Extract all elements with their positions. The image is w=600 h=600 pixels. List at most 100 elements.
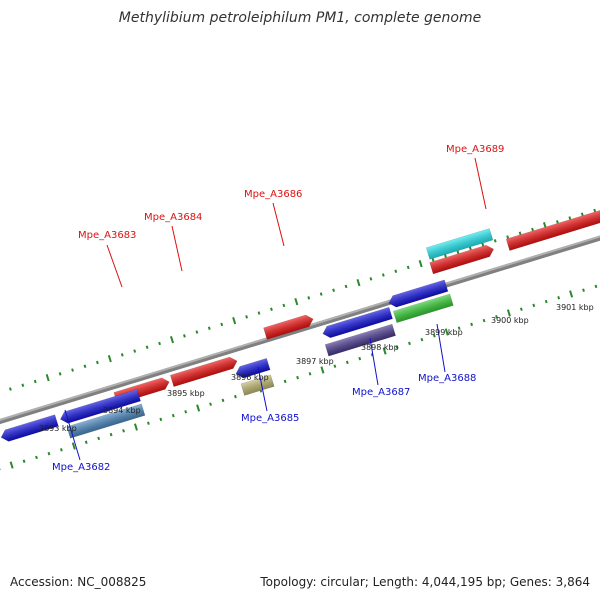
gene-label-mpe-a3682[interactable]: Mpe_A3682 [52, 462, 110, 473]
gene-box-purple[interactable] [324, 323, 396, 357]
minor-tick [283, 379, 287, 384]
minor-tick [568, 216, 572, 220]
minor-tick [333, 364, 337, 368]
gene-arrow-bottom-2[interactable] [59, 389, 141, 425]
callout-line-mpe-a3684 [171, 225, 183, 272]
scale-label: 3893 kbp [39, 424, 77, 433]
gene-box-steel[interactable] [66, 403, 146, 439]
minor-tick [209, 402, 212, 406]
minor-tick [593, 208, 597, 213]
callout-line-mpe-a3683 [106, 244, 123, 288]
minor-tick [319, 292, 323, 296]
major-tick [45, 374, 50, 382]
gene-arrow-bottom-4[interactable] [321, 306, 393, 339]
minor-tick [171, 413, 175, 418]
minor-tick [431, 258, 435, 262]
minor-tick [369, 277, 373, 281]
minor-tick [109, 432, 113, 437]
major-tick [9, 461, 14, 469]
minor-tick [408, 341, 411, 346]
callout-line-mpe-a3685 [257, 366, 268, 412]
gene-label-mpe-a3687[interactable]: Mpe_A3687 [352, 387, 410, 398]
gene-arrow-top-2[interactable] [170, 355, 239, 387]
callout-lines-top [106, 157, 487, 288]
gene-arrow-top-3[interactable] [263, 313, 315, 340]
minor-tick [457, 326, 461, 330]
minor-tick [444, 254, 447, 258]
minor-tick [420, 337, 424, 342]
major-tick [382, 347, 387, 355]
minor-tick [519, 307, 523, 311]
minor-tick [21, 383, 25, 387]
minor-tick [221, 398, 225, 403]
callout-line-mpe-a3682 [64, 409, 81, 461]
minor-tick [47, 451, 51, 456]
gene-arrow-bottom-1[interactable] [0, 414, 59, 443]
minor-tick [84, 440, 88, 444]
gene-label-mpe-a3683[interactable]: Mpe_A3683 [78, 230, 136, 241]
minor-tick [518, 231, 522, 235]
minor-tick [22, 459, 26, 463]
map-title: Methylibium petroleiphilum PM1, complete… [118, 10, 482, 26]
major-tick [506, 309, 511, 317]
minor-tick [220, 322, 224, 327]
minor-tick [594, 284, 598, 289]
minor-tick [394, 269, 398, 273]
minor-tick [456, 250, 460, 254]
minor-tick [257, 311, 261, 315]
minor-tick [147, 421, 150, 425]
minor-tick [470, 322, 474, 327]
gene-label-mpe-a3689[interactable]: Mpe_A3689 [446, 144, 504, 155]
major-tick [294, 298, 299, 306]
minor-tick [159, 417, 163, 422]
minor-tick [35, 455, 38, 460]
scale-label: 3900 kbp [491, 316, 529, 325]
minor-tick [296, 375, 299, 380]
minor-tick [33, 379, 37, 384]
major-tick [170, 336, 174, 344]
minor-tick [332, 288, 336, 292]
minor-tick [582, 288, 585, 292]
gene-label-mpe-a3684[interactable]: Mpe_A3684 [144, 212, 202, 223]
gene-arrow-bottom-5[interactable] [387, 279, 449, 309]
minor-tick [71, 368, 74, 372]
minor-tick [358, 356, 362, 361]
minor-tick [544, 299, 548, 304]
gene-arrow-top-4[interactable] [429, 243, 496, 275]
callout-line-mpe-a3688 [436, 323, 446, 373]
minor-tick [531, 227, 534, 232]
minor-tick [495, 315, 498, 319]
minor-tick [207, 326, 211, 330]
minor-tick [580, 212, 584, 216]
scale-label: 3895 kbp [167, 389, 205, 398]
minor-tick [468, 246, 472, 251]
gene-label-mpe-a3685[interactable]: Mpe_A3685 [241, 413, 299, 424]
major-tick [444, 328, 449, 336]
gene-box-green[interactable] [393, 293, 454, 323]
gene-box-cyan[interactable] [425, 228, 494, 260]
scale-label: 3894 kbp [103, 406, 141, 415]
minor-tick [345, 360, 349, 365]
minor-tick [245, 315, 248, 319]
major-tick [232, 317, 237, 325]
tick-row-top [8, 208, 597, 391]
gene-arrow-bottom-3[interactable] [234, 358, 271, 379]
minor-tick [234, 394, 237, 399]
gene-label-mpe-a3688[interactable]: Mpe_A3688 [418, 373, 476, 384]
minor-tick [406, 265, 410, 270]
minor-tick [59, 448, 63, 452]
major-tick [418, 259, 423, 268]
minor-tick [145, 345, 149, 349]
gene-arrow-top-5[interactable] [505, 207, 600, 251]
minor-tick [0, 467, 1, 471]
gene-label-mpe-a3686[interactable]: Mpe_A3686 [244, 189, 302, 200]
minor-tick [120, 353, 124, 357]
accession-text: Accession: NC_008825 [10, 575, 147, 589]
minor-tick [282, 303, 286, 308]
minor-tick [432, 334, 436, 338]
major-tick [356, 279, 361, 287]
scale-label: 3897 kbp [296, 357, 334, 366]
minor-tick [8, 387, 12, 391]
minor-tick [184, 410, 188, 414]
